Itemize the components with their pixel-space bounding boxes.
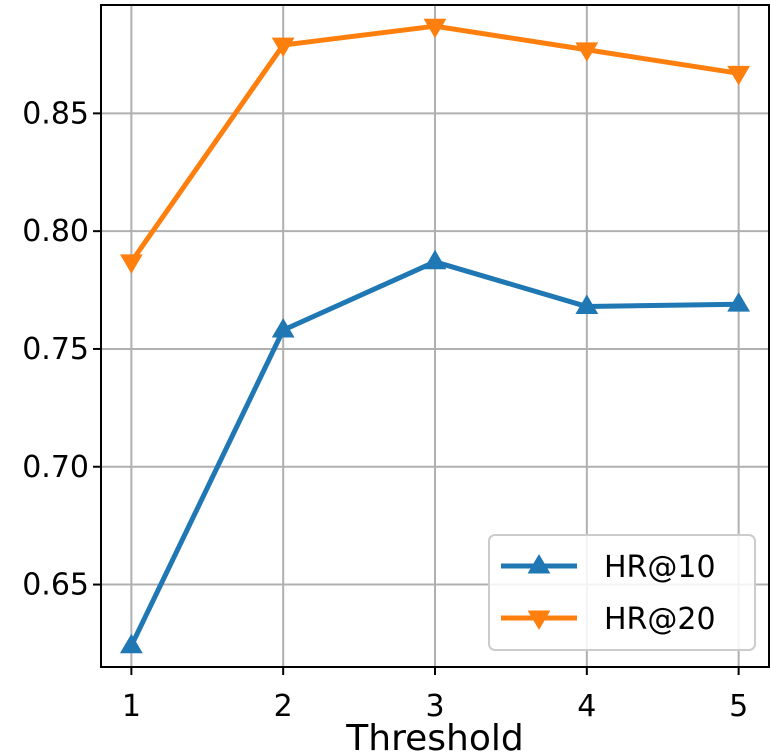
y-tick-label: 0.75 bbox=[22, 332, 89, 367]
legend-label: HR@20 bbox=[604, 602, 716, 637]
series-hr-20 bbox=[119, 18, 751, 274]
x-axis: 1 2 3 4 5 bbox=[122, 667, 748, 724]
legend-label: HR@10 bbox=[604, 550, 716, 585]
data-point bbox=[271, 318, 295, 338]
data-point bbox=[423, 18, 447, 39]
y-tick-label: 0.80 bbox=[22, 214, 89, 249]
x-tick-label: 5 bbox=[729, 689, 748, 724]
y-tick-label: 0.85 bbox=[22, 96, 89, 131]
y-axis: 0.65 0.70 0.75 0.80 0.85 bbox=[22, 96, 101, 603]
x-tick-label: 2 bbox=[274, 689, 293, 724]
legend-marker bbox=[527, 610, 551, 630]
data-point bbox=[727, 65, 751, 86]
legend-item: HR@10 bbox=[501, 550, 716, 585]
y-tick-label: 0.65 bbox=[22, 568, 89, 603]
series-hr-10 bbox=[119, 249, 751, 654]
x-tick-label: 3 bbox=[425, 689, 444, 724]
grid-lines bbox=[101, 5, 769, 667]
data-point bbox=[575, 42, 599, 62]
data-point bbox=[575, 294, 599, 314]
x-tick-label: 4 bbox=[577, 689, 596, 724]
data-point bbox=[727, 292, 751, 312]
series-layer bbox=[119, 18, 751, 654]
data-point bbox=[271, 37, 295, 58]
y-tick-label: 0.70 bbox=[22, 450, 89, 485]
x-tick-label: 1 bbox=[122, 689, 141, 724]
data-point bbox=[119, 633, 143, 654]
data-point bbox=[119, 254, 143, 274]
legend: HR@10 HR@20 bbox=[488, 534, 756, 651]
data-point bbox=[423, 249, 447, 270]
x-axis-label: Threshold bbox=[345, 718, 523, 756]
legend-item: HR@20 bbox=[501, 602, 716, 637]
legend-marker bbox=[527, 554, 551, 574]
